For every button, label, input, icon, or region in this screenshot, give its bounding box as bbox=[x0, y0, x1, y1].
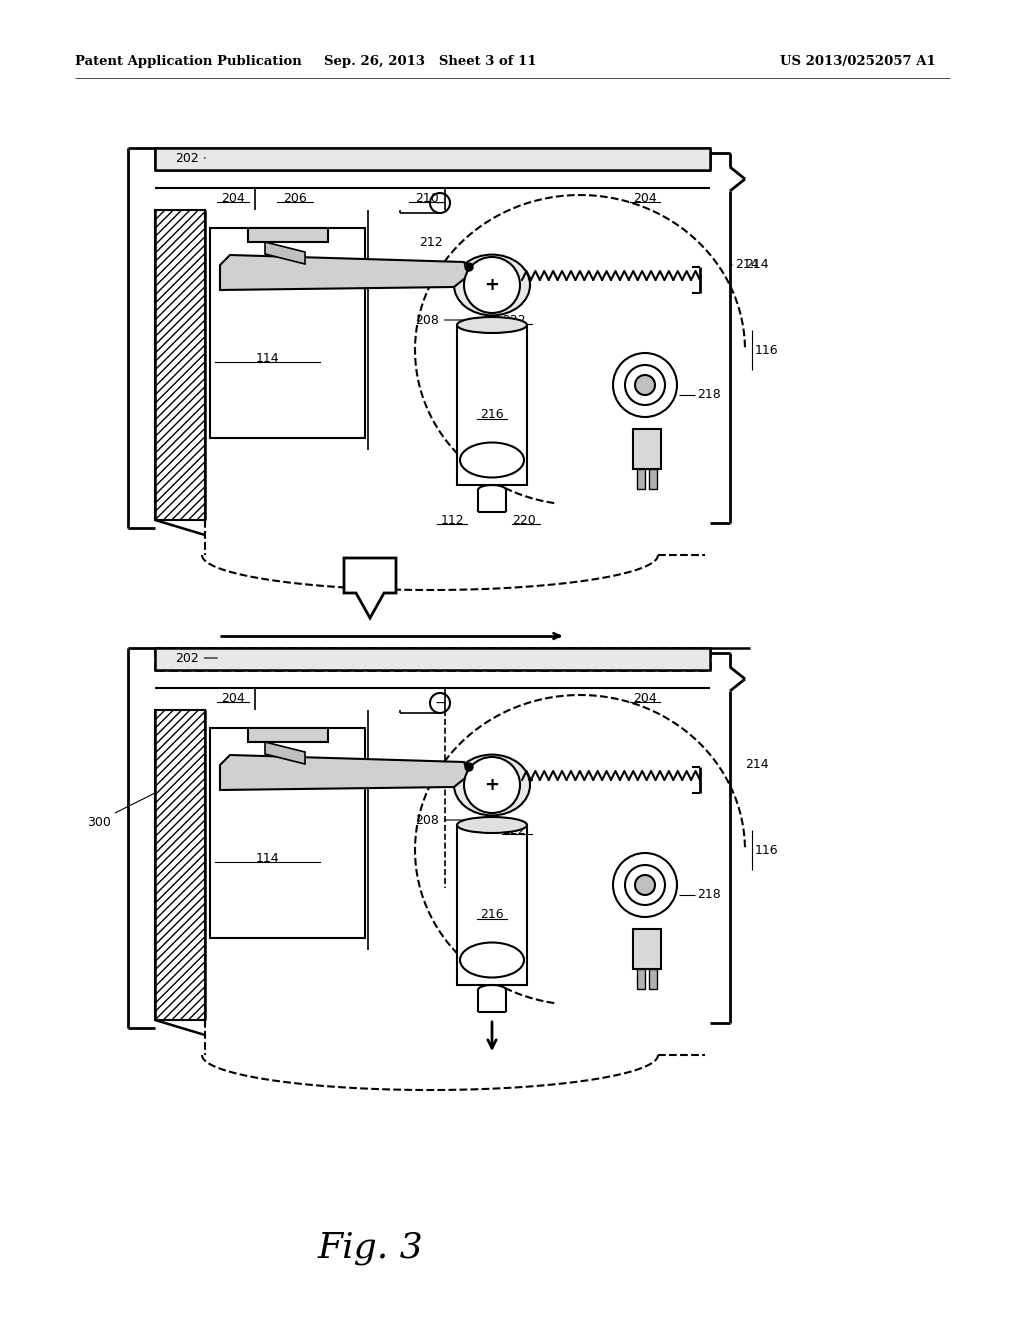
Ellipse shape bbox=[457, 317, 527, 333]
Bar bbox=[457, 825, 527, 985]
Text: 114: 114 bbox=[256, 851, 280, 865]
Text: 202: 202 bbox=[175, 152, 205, 165]
Text: 222: 222 bbox=[502, 824, 525, 837]
Text: 116: 116 bbox=[755, 343, 778, 356]
Bar bbox=[633, 929, 662, 969]
Text: 214: 214 bbox=[730, 259, 759, 272]
Circle shape bbox=[464, 756, 520, 813]
Polygon shape bbox=[344, 558, 396, 618]
Polygon shape bbox=[265, 742, 305, 764]
Circle shape bbox=[635, 375, 655, 395]
Bar bbox=[649, 469, 657, 488]
Polygon shape bbox=[220, 255, 469, 290]
Text: 300: 300 bbox=[87, 817, 111, 829]
Ellipse shape bbox=[457, 817, 527, 833]
Text: Fig. 3: Fig. 3 bbox=[317, 1232, 423, 1265]
Text: 202: 202 bbox=[175, 652, 217, 664]
Text: Patent Application Publication: Patent Application Publication bbox=[75, 55, 302, 69]
Bar bbox=[248, 228, 328, 242]
Text: 112: 112 bbox=[440, 513, 464, 527]
Bar bbox=[155, 710, 205, 1020]
Text: +: + bbox=[484, 776, 500, 795]
Text: 204: 204 bbox=[633, 692, 656, 705]
Text: 218: 218 bbox=[697, 888, 721, 902]
Text: 204: 204 bbox=[221, 692, 245, 705]
Ellipse shape bbox=[454, 755, 530, 816]
Text: 208: 208 bbox=[415, 314, 471, 326]
Bar bbox=[633, 429, 662, 469]
Text: 214: 214 bbox=[745, 259, 769, 272]
Text: Sep. 26, 2013   Sheet 3 of 11: Sep. 26, 2013 Sheet 3 of 11 bbox=[324, 55, 537, 69]
Circle shape bbox=[465, 763, 473, 771]
Bar bbox=[155, 648, 710, 671]
Polygon shape bbox=[220, 755, 469, 789]
Text: 114: 114 bbox=[256, 351, 280, 364]
Circle shape bbox=[464, 257, 520, 313]
Text: 208: 208 bbox=[415, 813, 471, 826]
Text: 218: 218 bbox=[697, 388, 721, 401]
Text: 210: 210 bbox=[415, 191, 439, 205]
Text: 204: 204 bbox=[221, 191, 245, 205]
Text: 216: 216 bbox=[480, 408, 504, 421]
Text: 222: 222 bbox=[502, 314, 525, 326]
Bar bbox=[637, 969, 645, 989]
Bar bbox=[637, 469, 645, 488]
Text: +: + bbox=[484, 276, 500, 294]
Bar bbox=[155, 210, 205, 520]
Bar bbox=[210, 228, 365, 438]
Bar bbox=[649, 969, 657, 989]
Bar bbox=[155, 148, 710, 170]
Text: −: − bbox=[434, 696, 445, 710]
Bar bbox=[210, 729, 365, 939]
Text: 220: 220 bbox=[512, 513, 536, 527]
Circle shape bbox=[465, 263, 473, 271]
Text: 206: 206 bbox=[283, 191, 307, 205]
Ellipse shape bbox=[460, 942, 524, 978]
Bar bbox=[457, 325, 527, 484]
Polygon shape bbox=[265, 242, 305, 264]
Text: 204: 204 bbox=[633, 191, 656, 205]
Text: −: − bbox=[434, 195, 445, 210]
Ellipse shape bbox=[454, 255, 530, 315]
Circle shape bbox=[635, 875, 655, 895]
Text: US 2013/0252057 A1: US 2013/0252057 A1 bbox=[780, 55, 936, 69]
Text: 116: 116 bbox=[755, 843, 778, 857]
Text: 216: 216 bbox=[480, 908, 504, 921]
Ellipse shape bbox=[460, 442, 524, 478]
Bar bbox=[248, 729, 328, 742]
Text: 212: 212 bbox=[419, 235, 442, 248]
Text: 214: 214 bbox=[745, 759, 769, 771]
